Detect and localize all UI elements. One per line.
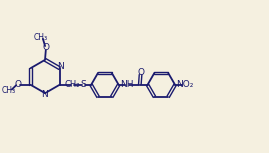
Text: CH₂: CH₂ [65,80,80,89]
Text: S: S [81,80,86,89]
Text: NH: NH [120,80,134,89]
Text: O: O [42,43,49,52]
Text: O: O [14,80,21,89]
Text: NO₂: NO₂ [176,80,194,89]
Text: O: O [137,68,144,77]
Text: CH₃: CH₃ [34,33,48,42]
Text: CH₃: CH₃ [2,86,16,95]
Text: N: N [41,90,48,99]
Text: N: N [57,62,64,71]
